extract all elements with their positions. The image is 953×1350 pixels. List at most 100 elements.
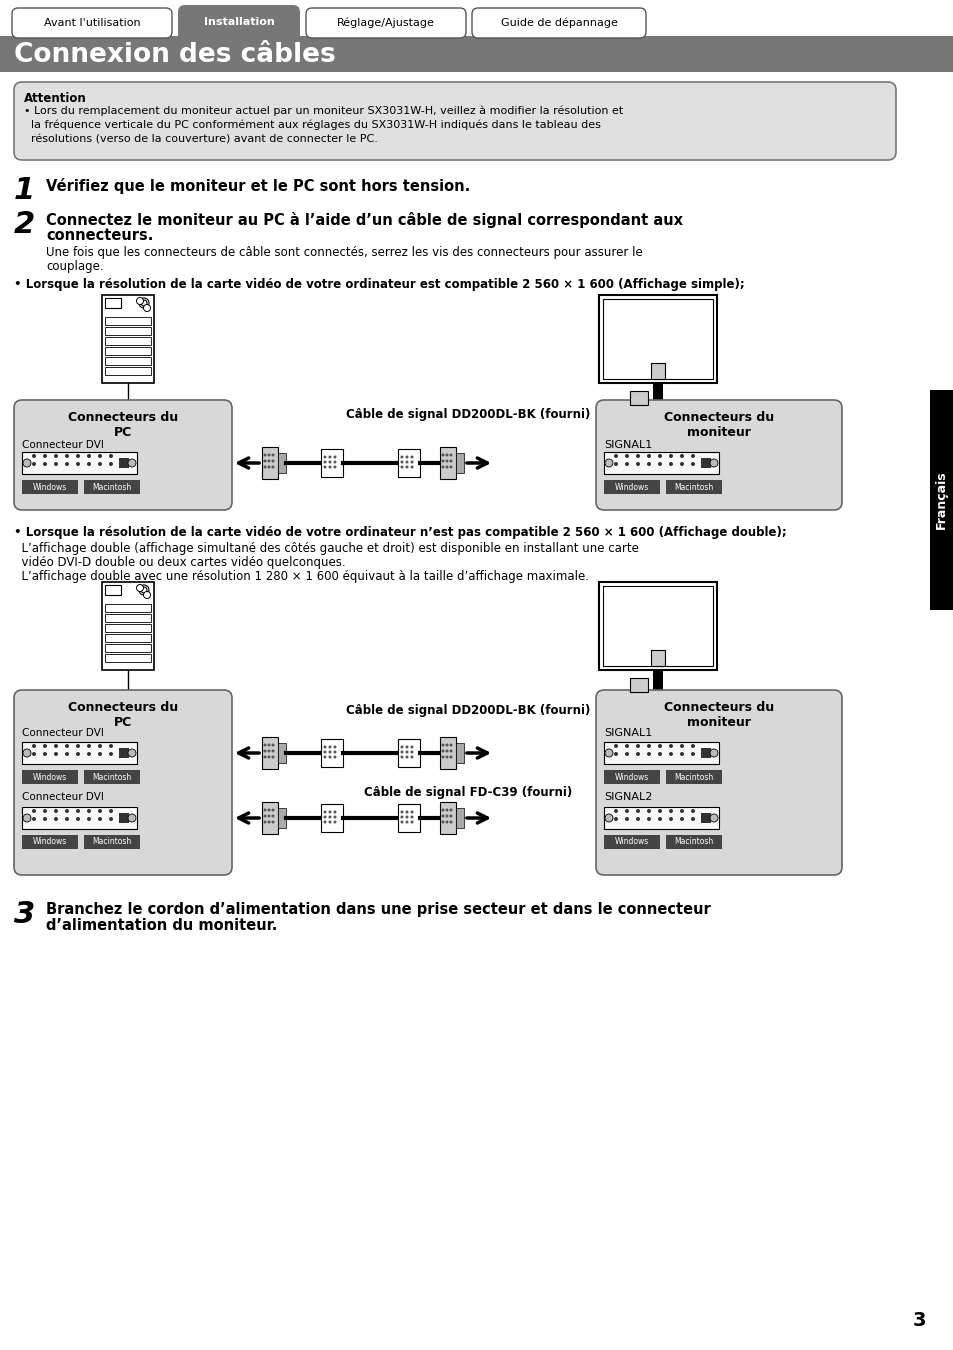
Circle shape bbox=[709, 749, 718, 757]
Circle shape bbox=[109, 454, 112, 458]
Circle shape bbox=[263, 459, 266, 463]
Text: • Lorsque la résolution de la carte vidéo de votre ordinateur n’est pas compatib: • Lorsque la résolution de la carte vidé… bbox=[14, 526, 786, 539]
Circle shape bbox=[43, 817, 47, 821]
Text: Windows: Windows bbox=[32, 772, 67, 782]
Circle shape bbox=[32, 462, 36, 466]
Bar bbox=[397, 738, 419, 767]
Circle shape bbox=[65, 809, 69, 813]
Text: L’affichage double (affichage simultané des côtés gauche et droit) est disponibl: L’affichage double (affichage simultané … bbox=[14, 541, 639, 555]
Text: Windows: Windows bbox=[615, 482, 648, 491]
Circle shape bbox=[267, 821, 271, 824]
Text: SIGNAL2: SIGNAL2 bbox=[603, 792, 652, 802]
Bar bbox=[84, 481, 140, 494]
Circle shape bbox=[136, 297, 143, 305]
Circle shape bbox=[76, 817, 80, 821]
Circle shape bbox=[624, 454, 628, 458]
Text: 2: 2 bbox=[14, 211, 35, 239]
Circle shape bbox=[709, 459, 718, 467]
Bar bbox=[629, 678, 647, 693]
Circle shape bbox=[272, 821, 274, 824]
Circle shape bbox=[98, 462, 102, 466]
Circle shape bbox=[328, 810, 331, 814]
Bar bbox=[84, 769, 140, 784]
Circle shape bbox=[449, 749, 452, 752]
Text: Guide de dépannage: Guide de dépannage bbox=[500, 18, 617, 28]
Circle shape bbox=[445, 744, 448, 747]
Bar bbox=[629, 392, 647, 405]
Circle shape bbox=[334, 745, 336, 748]
Bar bbox=[633, 413, 682, 421]
Circle shape bbox=[658, 454, 661, 458]
FancyBboxPatch shape bbox=[178, 5, 299, 43]
Circle shape bbox=[690, 809, 695, 813]
Text: Câble de signal DD200DL-BK (fourni): Câble de signal DD200DL-BK (fourni) bbox=[345, 408, 590, 421]
Circle shape bbox=[405, 821, 408, 824]
Bar bbox=[320, 805, 343, 832]
Text: Windows: Windows bbox=[32, 482, 67, 491]
Circle shape bbox=[410, 821, 413, 824]
Circle shape bbox=[400, 455, 403, 459]
FancyBboxPatch shape bbox=[472, 8, 645, 38]
Circle shape bbox=[410, 810, 413, 814]
Circle shape bbox=[449, 821, 452, 824]
Circle shape bbox=[43, 454, 47, 458]
Circle shape bbox=[405, 466, 408, 468]
Circle shape bbox=[141, 300, 147, 306]
Bar bbox=[105, 367, 151, 375]
Bar bbox=[603, 769, 659, 784]
Text: 3: 3 bbox=[911, 1311, 925, 1330]
Circle shape bbox=[679, 752, 683, 756]
Circle shape bbox=[690, 454, 695, 458]
Circle shape bbox=[54, 809, 58, 813]
Circle shape bbox=[334, 455, 336, 459]
Circle shape bbox=[323, 751, 326, 753]
Circle shape bbox=[410, 466, 413, 468]
Circle shape bbox=[98, 752, 102, 756]
Circle shape bbox=[636, 454, 639, 458]
Bar bbox=[652, 383, 662, 413]
Bar bbox=[603, 481, 659, 494]
Circle shape bbox=[636, 744, 639, 748]
Circle shape bbox=[445, 756, 448, 759]
Text: Macintosh: Macintosh bbox=[674, 837, 713, 846]
Circle shape bbox=[405, 751, 408, 753]
Circle shape bbox=[334, 751, 336, 753]
Circle shape bbox=[636, 809, 639, 813]
Circle shape bbox=[445, 466, 448, 468]
Circle shape bbox=[604, 459, 613, 467]
Circle shape bbox=[690, 752, 695, 756]
Bar bbox=[105, 653, 151, 662]
Text: Connecteurs du
moniteur: Connecteurs du moniteur bbox=[663, 701, 773, 729]
Circle shape bbox=[449, 454, 452, 456]
Bar bbox=[105, 298, 121, 308]
Circle shape bbox=[624, 809, 628, 813]
Circle shape bbox=[32, 752, 36, 756]
Circle shape bbox=[263, 756, 266, 759]
Circle shape bbox=[272, 454, 274, 456]
Text: la fréquence verticale du PC conformément aux réglages du SX3031W-H indiqués dan: la fréquence verticale du PC conformémen… bbox=[24, 120, 600, 131]
Circle shape bbox=[400, 815, 403, 818]
Circle shape bbox=[272, 809, 274, 811]
Bar bbox=[105, 327, 151, 335]
Circle shape bbox=[98, 809, 102, 813]
Circle shape bbox=[441, 821, 444, 824]
Circle shape bbox=[128, 459, 136, 467]
Circle shape bbox=[76, 744, 80, 748]
Circle shape bbox=[449, 756, 452, 759]
Bar bbox=[456, 743, 463, 763]
Bar bbox=[650, 363, 664, 379]
Circle shape bbox=[54, 744, 58, 748]
Circle shape bbox=[400, 745, 403, 748]
Circle shape bbox=[445, 454, 448, 456]
Text: Macintosh: Macintosh bbox=[92, 482, 132, 491]
Bar bbox=[439, 802, 456, 834]
Text: Windows: Windows bbox=[615, 837, 648, 846]
Circle shape bbox=[87, 752, 91, 756]
Text: Installation: Installation bbox=[203, 18, 274, 27]
Text: couplage.: couplage. bbox=[46, 261, 104, 273]
Circle shape bbox=[334, 815, 336, 818]
Circle shape bbox=[263, 744, 266, 747]
Circle shape bbox=[445, 809, 448, 811]
Circle shape bbox=[323, 810, 326, 814]
Circle shape bbox=[272, 756, 274, 759]
